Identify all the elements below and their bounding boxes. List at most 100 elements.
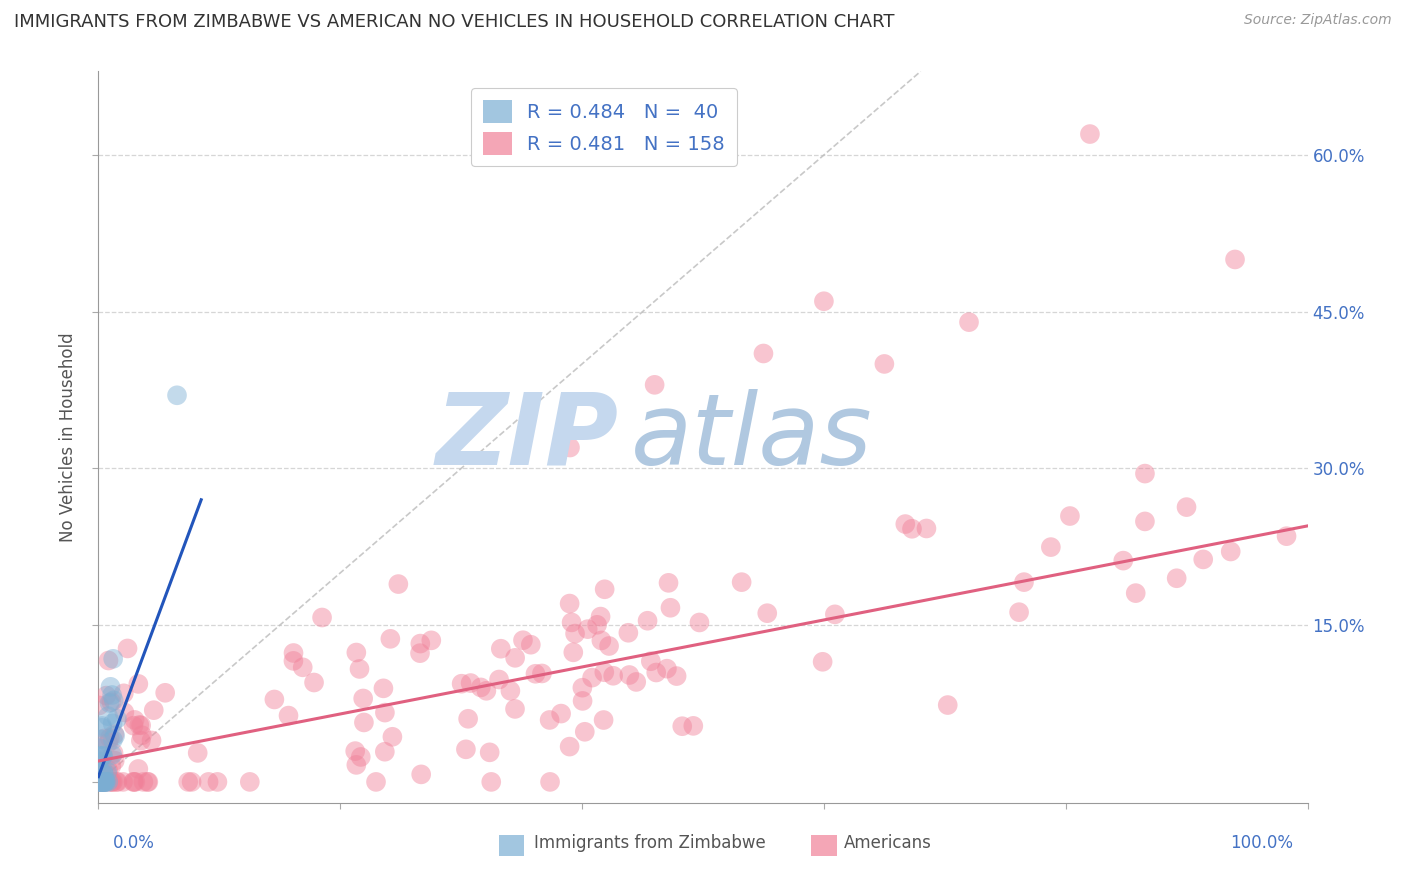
- Point: [100, 680, 122, 694]
- Point: [457, 712, 479, 726]
- Point: [97, 768, 120, 782]
- Point: [489, 641, 512, 656]
- Point: [166, 388, 188, 402]
- Point: [239, 775, 262, 789]
- Point: [93, 775, 115, 789]
- Point: [90, 775, 112, 789]
- Point: [450, 676, 472, 690]
- Point: [813, 294, 835, 309]
- Point: [136, 775, 159, 789]
- Point: [1219, 544, 1241, 558]
- Point: [91, 775, 114, 789]
- Point: [97, 775, 120, 789]
- Text: Source: ZipAtlas.com: Source: ZipAtlas.com: [1244, 13, 1392, 28]
- Point: [350, 750, 373, 764]
- Text: Immigrants from Zimbabwe: Immigrants from Zimbabwe: [534, 834, 766, 852]
- Point: [1012, 575, 1035, 590]
- Point: [645, 665, 668, 680]
- Point: [91, 749, 114, 764]
- Point: [811, 655, 834, 669]
- Point: [592, 713, 614, 727]
- Point: [90, 764, 112, 778]
- Point: [530, 666, 553, 681]
- Point: [97, 736, 120, 750]
- Point: [409, 637, 432, 651]
- Point: [283, 654, 305, 668]
- Point: [1008, 605, 1031, 619]
- Point: [101, 716, 124, 731]
- Point: [103, 727, 125, 741]
- Point: [619, 668, 641, 682]
- Point: [89, 698, 111, 713]
- Point: [380, 632, 402, 646]
- Point: [558, 597, 581, 611]
- Point: [602, 669, 624, 683]
- Point: [344, 758, 367, 772]
- Point: [101, 775, 124, 789]
- Point: [122, 775, 145, 789]
- Point: [87, 775, 110, 789]
- Point: [112, 686, 135, 700]
- Point: [93, 731, 115, 746]
- Point: [104, 754, 127, 768]
- Point: [901, 522, 924, 536]
- Point: [122, 719, 145, 733]
- Point: [574, 724, 596, 739]
- Point: [593, 665, 616, 680]
- Point: [93, 775, 115, 789]
- Point: [97, 653, 120, 667]
- Point: [381, 730, 404, 744]
- Point: [105, 712, 128, 726]
- Point: [89, 753, 111, 767]
- Point: [1192, 552, 1215, 566]
- Point: [101, 688, 124, 702]
- Point: [1175, 500, 1198, 515]
- Point: [752, 346, 775, 360]
- Point: [263, 692, 285, 706]
- Point: [1039, 540, 1062, 554]
- Y-axis label: No Vehicles in Household: No Vehicles in Household: [59, 332, 77, 542]
- Point: [129, 733, 152, 747]
- Point: [91, 775, 114, 789]
- Point: [538, 713, 561, 727]
- Point: [520, 638, 543, 652]
- Point: [454, 742, 477, 756]
- Point: [420, 633, 443, 648]
- Point: [89, 775, 111, 789]
- Text: ZIP: ZIP: [436, 389, 619, 485]
- Point: [87, 775, 110, 789]
- Point: [101, 732, 124, 747]
- Point: [561, 615, 583, 630]
- Point: [479, 775, 502, 789]
- Point: [488, 673, 510, 687]
- Point: [1166, 571, 1188, 585]
- Point: [558, 739, 581, 754]
- Point: [1133, 467, 1156, 481]
- Point: [571, 681, 593, 695]
- Point: [291, 660, 314, 674]
- Text: 0.0%: 0.0%: [112, 834, 155, 852]
- Point: [591, 633, 613, 648]
- Point: [90, 775, 112, 789]
- Point: [671, 719, 693, 733]
- Point: [127, 762, 149, 776]
- Point: [302, 675, 325, 690]
- Point: [512, 633, 534, 648]
- Point: [127, 677, 149, 691]
- Point: [93, 767, 115, 781]
- Point: [576, 622, 599, 636]
- Point: [91, 721, 114, 735]
- Point: [374, 706, 396, 720]
- Point: [499, 683, 522, 698]
- Point: [100, 695, 122, 709]
- Point: [124, 775, 146, 789]
- Point: [311, 610, 333, 624]
- Point: [101, 747, 124, 762]
- Point: [105, 775, 128, 789]
- Point: [96, 689, 118, 703]
- Point: [117, 641, 139, 656]
- Point: [98, 696, 121, 710]
- Legend: R = 0.484   N =  40, R = 0.481   N = 158: R = 0.484 N = 40, R = 0.481 N = 158: [471, 88, 737, 167]
- Point: [352, 691, 374, 706]
- Point: [91, 719, 114, 733]
